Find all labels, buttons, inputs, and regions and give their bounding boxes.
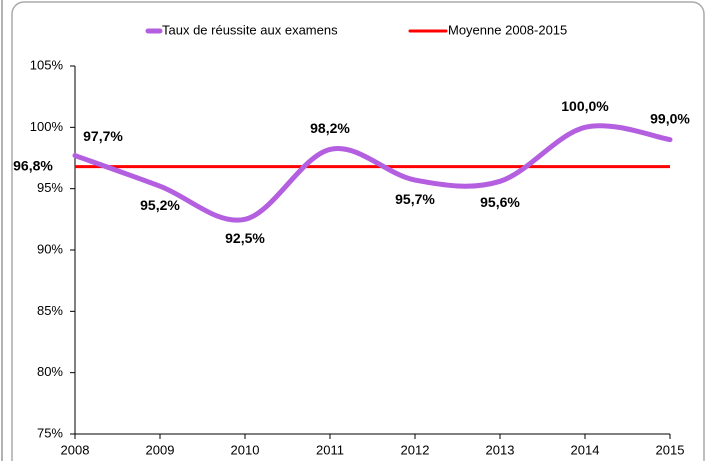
data-label: 95,2% (140, 197, 180, 213)
y-tick-label: 105% (30, 57, 64, 72)
x-tick-label: 2011 (316, 442, 344, 457)
data-label: 95,7% (395, 191, 435, 207)
x-tick-label: 2014 (571, 442, 600, 457)
legend-label: Taux de réussite aux examens (162, 22, 338, 37)
y-tick-label: 95% (37, 180, 63, 195)
data-label: 95,6% (480, 194, 520, 210)
chart-frame (11, 1, 705, 461)
y-tick-label: 85% (37, 303, 63, 318)
data-label: 98,2% (310, 120, 350, 136)
x-tick-label: 2013 (486, 442, 515, 457)
x-tick-label: 2012 (401, 442, 430, 457)
reference-label: 96,8% (13, 157, 53, 173)
x-tick-label: 2015 (656, 442, 685, 457)
series-line (72, 123, 673, 223)
x-tick-label: 2010 (231, 442, 260, 457)
y-tick-label: 100% (30, 119, 64, 134)
y-tick-label: 75% (37, 425, 63, 440)
data-label: 99,0% (650, 110, 690, 126)
x-tick-label: 2009 (146, 442, 175, 457)
data-label: 100,0% (561, 98, 609, 114)
data-label: 92,5% (225, 230, 265, 246)
x-tick-label: 2008 (61, 442, 90, 457)
data-label: 97,7% (83, 128, 123, 144)
y-tick-label: 90% (37, 241, 63, 256)
legend-label: Moyenne 2008-2015 (448, 22, 567, 37)
y-tick-label: 80% (37, 364, 63, 379)
